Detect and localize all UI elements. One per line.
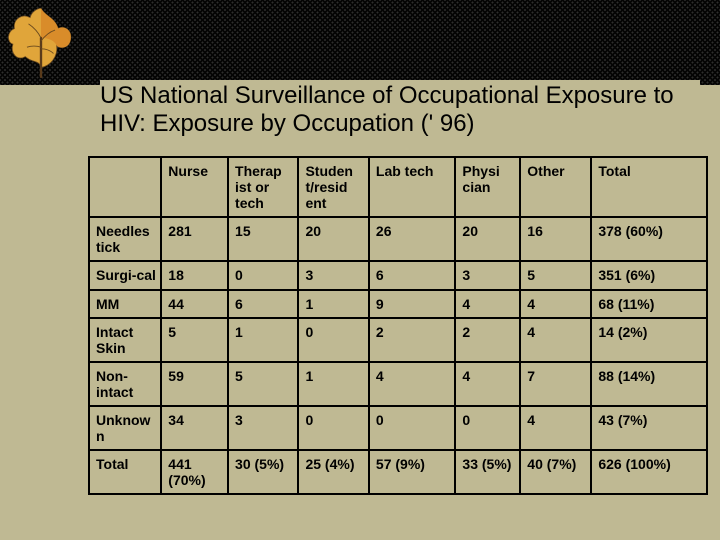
- col-header: Other: [520, 157, 591, 217]
- table-header-row: Nurse Therap ist or tech Studen t/resid …: [89, 157, 707, 217]
- row-label: Non-intact: [89, 362, 161, 406]
- cell: 4: [520, 406, 591, 450]
- cell: 33 (5%): [455, 450, 520, 494]
- cell: 25 (4%): [298, 450, 368, 494]
- cell: 57 (9%): [369, 450, 456, 494]
- col-header: Studen t/resid ent: [298, 157, 368, 217]
- cell: 68 (11%): [591, 290, 707, 318]
- cell: 626 (100%): [591, 450, 707, 494]
- cell: 9: [369, 290, 456, 318]
- cell: 0: [298, 318, 368, 362]
- cell: 378 (60%): [591, 217, 707, 261]
- cell: 1: [228, 318, 298, 362]
- cell: 4: [369, 362, 456, 406]
- cell: 59: [161, 362, 228, 406]
- cell: 2: [369, 318, 456, 362]
- cell: 16: [520, 217, 591, 261]
- title-band: [0, 0, 720, 85]
- cell: 20: [455, 217, 520, 261]
- cell: 5: [228, 362, 298, 406]
- slide-title: US National Surveillance of Occupational…: [100, 82, 700, 137]
- col-header: Physi cian: [455, 157, 520, 217]
- row-label: Total: [89, 450, 161, 494]
- table-body: Needles tick 281 15 20 26 20 16 378 (60%…: [89, 217, 707, 494]
- col-header: Total: [591, 157, 707, 217]
- row-label: Intact Skin: [89, 318, 161, 362]
- cell: 7: [520, 362, 591, 406]
- cell: 0: [228, 261, 298, 289]
- table-row: Needles tick 281 15 20 26 20 16 378 (60%…: [89, 217, 707, 261]
- col-header: Therap ist or tech: [228, 157, 298, 217]
- cell: 4: [520, 318, 591, 362]
- cell: 5: [520, 261, 591, 289]
- cell: 34: [161, 406, 228, 450]
- cell: 4: [455, 290, 520, 318]
- cell: 14 (2%): [591, 318, 707, 362]
- slide: US National Surveillance of Occupational…: [0, 0, 720, 540]
- cell: 0: [298, 406, 368, 450]
- data-table: Nurse Therap ist or tech Studen t/resid …: [88, 156, 708, 495]
- table-row: Unknow n 34 3 0 0 0 4 43 (7%): [89, 406, 707, 450]
- cell: 5: [161, 318, 228, 362]
- cell: 2: [455, 318, 520, 362]
- cell: 26: [369, 217, 456, 261]
- cell: 6: [228, 290, 298, 318]
- row-label: Surgi-cal: [89, 261, 161, 289]
- cell: 15: [228, 217, 298, 261]
- cell: 281: [161, 217, 228, 261]
- cell: 30 (5%): [228, 450, 298, 494]
- col-header: Lab tech: [369, 157, 456, 217]
- cell: 351 (6%): [591, 261, 707, 289]
- cell: 43 (7%): [591, 406, 707, 450]
- cell: 0: [455, 406, 520, 450]
- table-row: MM 44 6 1 9 4 4 68 (11%): [89, 290, 707, 318]
- col-header: Nurse: [161, 157, 228, 217]
- cell: 3: [455, 261, 520, 289]
- cell: 1: [298, 290, 368, 318]
- row-label: MM: [89, 290, 161, 318]
- cell: 441 (70%): [161, 450, 228, 494]
- cell: 3: [298, 261, 368, 289]
- cell: 18: [161, 261, 228, 289]
- row-label: Unknow n: [89, 406, 161, 450]
- row-label: Needles tick: [89, 217, 161, 261]
- cell: 20: [298, 217, 368, 261]
- cell: 1: [298, 362, 368, 406]
- cell: 3: [228, 406, 298, 450]
- cell: 4: [455, 362, 520, 406]
- cell: 0: [369, 406, 456, 450]
- table-row: Total 441 (70%) 30 (5%) 25 (4%) 57 (9%) …: [89, 450, 707, 494]
- cell: 40 (7%): [520, 450, 591, 494]
- cell: 44: [161, 290, 228, 318]
- cell: 4: [520, 290, 591, 318]
- cell: 88 (14%): [591, 362, 707, 406]
- table-row: Intact Skin 5 1 0 2 2 4 14 (2%): [89, 318, 707, 362]
- cell: 6: [369, 261, 456, 289]
- data-table-wrap: Nurse Therap ist or tech Studen t/resid …: [88, 156, 708, 495]
- table-row: Non-intact 59 5 1 4 4 7 88 (14%): [89, 362, 707, 406]
- table-row: Surgi-cal 18 0 3 6 3 5 351 (6%): [89, 261, 707, 289]
- col-header: [89, 157, 161, 217]
